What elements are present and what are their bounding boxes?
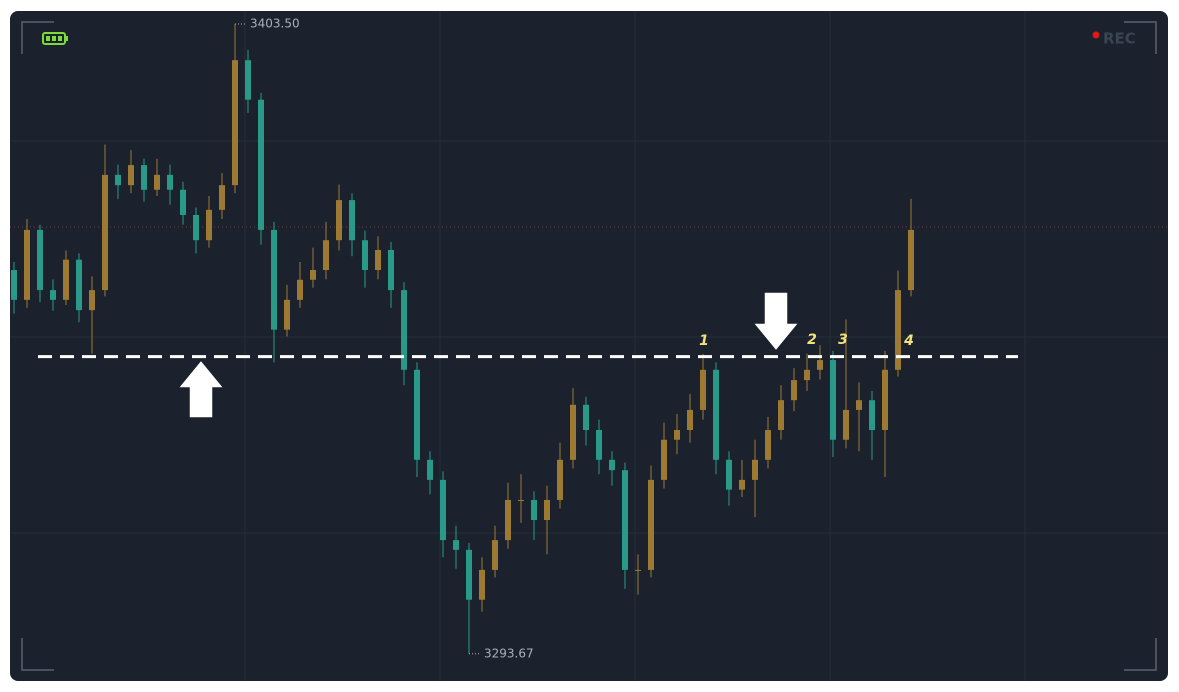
- candle-body: [908, 229, 914, 291]
- candle-body: [661, 439, 667, 480]
- rec-dot: [1092, 31, 1100, 39]
- candle-body: [388, 249, 394, 291]
- candle-body: [154, 174, 160, 190]
- candle-body: [50, 290, 56, 300]
- candle-body: [765, 430, 771, 460]
- candle-body: [141, 165, 147, 190]
- candle-body: [219, 185, 225, 210]
- candle-body: [63, 259, 69, 300]
- candle-body: [362, 240, 368, 271]
- panel: [10, 11, 1168, 681]
- candle-body: [492, 540, 498, 570]
- candle-body: [687, 409, 693, 431]
- candle-body: [895, 290, 901, 370]
- corner-brackets: [21, 21, 1157, 671]
- candle-body: [830, 360, 836, 440]
- candle-body: [700, 369, 706, 410]
- candle-body: [453, 540, 459, 550]
- candle-body: [414, 369, 420, 460]
- candle-body: [726, 459, 732, 490]
- candle-body: [76, 259, 82, 311]
- candle-body: [570, 404, 576, 460]
- candle-body: [284, 299, 290, 330]
- candle-body: [622, 470, 628, 570]
- candle-body: [752, 459, 758, 480]
- candle-body: [336, 200, 342, 241]
- candle-body: [583, 404, 589, 431]
- candle-body: [648, 479, 654, 570]
- rec-label: REC: [1103, 30, 1136, 48]
- candle-body: [596, 430, 602, 460]
- candle-body: [739, 479, 745, 490]
- candle-body: [804, 369, 810, 381]
- candle-body: [167, 174, 173, 190]
- candle-body: [37, 229, 43, 291]
- candle-body: [102, 174, 108, 291]
- candle-body: [11, 270, 17, 300]
- candle-body: [310, 270, 316, 280]
- candle-body: [713, 369, 719, 460]
- candle-body: [349, 200, 355, 241]
- candle-body: [531, 499, 537, 521]
- candle-body: [674, 430, 680, 440]
- high-price-label: 3403.50: [250, 17, 300, 31]
- candle-body: [297, 279, 303, 300]
- candle-body: [479, 569, 485, 600]
- candle-body: [817, 360, 823, 370]
- candle-body: [869, 400, 875, 431]
- candle-body: [245, 60, 251, 100]
- candle-body: [791, 380, 797, 401]
- candle-body: [505, 499, 511, 541]
- candle-body: [778, 400, 784, 431]
- candle-body: [466, 549, 472, 600]
- candle-body: [180, 189, 186, 215]
- candle-body: [323, 240, 329, 271]
- candle-body: [440, 479, 446, 541]
- candle-body: [128, 165, 134, 186]
- candle-body: [89, 290, 95, 311]
- marker: 4: [903, 333, 914, 349]
- candle-body: [271, 229, 277, 330]
- candle-body: [193, 214, 199, 241]
- candle-body: [258, 99, 264, 230]
- low-price-label: 3293.67: [484, 646, 534, 660]
- marker: 3: [838, 332, 848, 348]
- candle-body: [206, 209, 212, 241]
- arrows: [176, 291, 801, 419]
- candle-body: [427, 459, 433, 480]
- candle-body: [635, 569, 641, 571]
- candle-body: [232, 60, 238, 186]
- candle-body: [115, 174, 121, 186]
- candle-body: [609, 459, 615, 471]
- battery-icon: [42, 32, 68, 45]
- candle-body: [24, 229, 30, 300]
- marker: 2: [807, 332, 817, 348]
- candle-body: [856, 400, 862, 410]
- marker: 1: [699, 333, 709, 349]
- candle-body: [544, 499, 550, 521]
- candle-body: [518, 499, 524, 501]
- plot: 3403.50 3293.67: [10, 17, 1168, 660]
- candle-body: [843, 409, 849, 440]
- candle-body: [375, 249, 381, 271]
- candle-body: [882, 369, 888, 431]
- grid: [10, 11, 1168, 681]
- candle-body: [401, 290, 407, 370]
- candle-body: [557, 459, 563, 500]
